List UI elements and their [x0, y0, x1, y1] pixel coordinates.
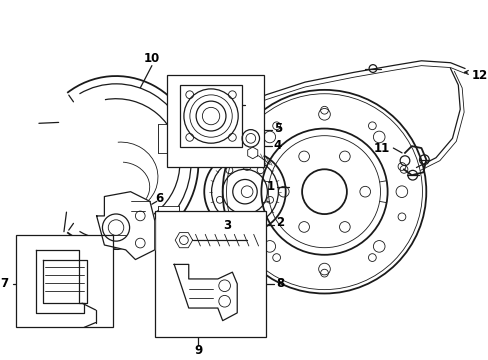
Text: 5: 5: [273, 122, 282, 135]
Text: 10: 10: [143, 52, 160, 65]
Text: 8: 8: [275, 277, 284, 290]
Bar: [167, 75, 264, 167]
Polygon shape: [175, 233, 192, 248]
Bar: [155, 211, 266, 337]
Bar: [180, 85, 242, 147]
Polygon shape: [43, 260, 87, 303]
Text: 9: 9: [194, 344, 202, 357]
Text: 1: 1: [266, 180, 275, 193]
Text: 12: 12: [471, 69, 487, 82]
Text: 7: 7: [0, 277, 8, 290]
Text: 4: 4: [273, 139, 282, 152]
Text: 3: 3: [223, 219, 231, 232]
Text: 6: 6: [155, 192, 163, 205]
Polygon shape: [97, 192, 155, 260]
Bar: [16, 235, 113, 328]
Bar: [158, 124, 179, 153]
Text: 2: 2: [275, 216, 284, 229]
Polygon shape: [174, 264, 237, 321]
Polygon shape: [36, 250, 84, 313]
Bar: [158, 206, 179, 235]
Text: 11: 11: [373, 141, 389, 154]
